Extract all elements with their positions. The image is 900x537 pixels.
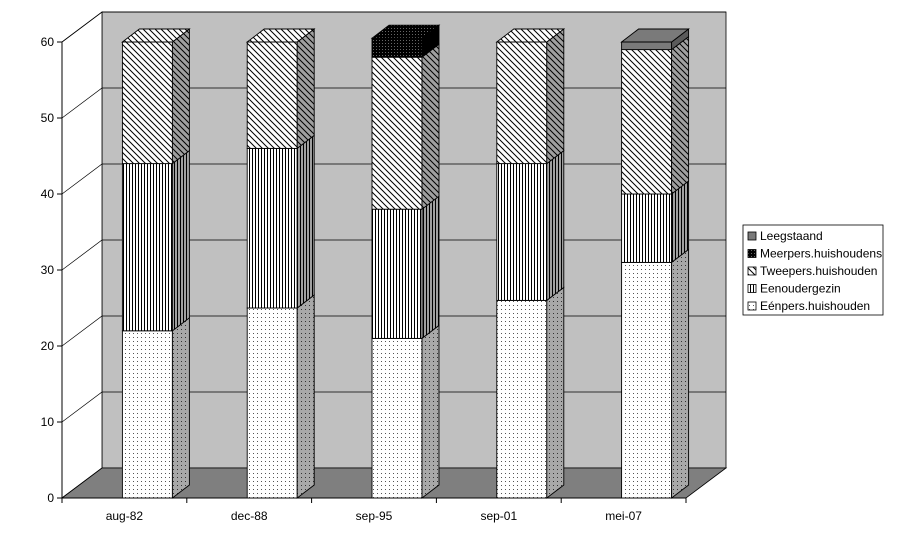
bar-side	[296, 294, 315, 499]
bar	[621, 49, 673, 195]
bar-top	[121, 28, 191, 43]
y-tick-label: 50	[41, 111, 55, 125]
bar-stack	[495, 28, 566, 499]
bar-side	[421, 195, 440, 340]
y-tick-label: 40	[41, 187, 55, 201]
bar-top	[245, 28, 316, 43]
legend-swatch	[747, 301, 757, 311]
legend-swatch	[747, 266, 757, 276]
bar	[121, 163, 173, 332]
bar	[496, 299, 548, 499]
bar-side	[171, 149, 190, 332]
bar	[246, 147, 298, 309]
bar-side	[546, 28, 565, 165]
bar	[496, 41, 548, 165]
bar	[621, 261, 673, 499]
bar-side	[671, 180, 690, 264]
legend-label: Eenoudergezin	[760, 282, 841, 296]
bar-side	[296, 28, 315, 150]
x-tick-label: sep-95	[356, 509, 393, 523]
bar-side	[421, 324, 440, 499]
x-tick-label: mei-07	[605, 509, 642, 523]
bar	[371, 337, 423, 499]
bar	[246, 41, 298, 149]
bar-side	[546, 149, 565, 302]
gridline	[61, 11, 726, 43]
bar-top	[620, 28, 690, 43]
legend-swatch	[747, 231, 757, 241]
legend-label: Leegstaand	[760, 229, 823, 243]
bar-side	[171, 316, 190, 499]
bar-stack	[620, 28, 690, 499]
bar-side	[671, 248, 690, 499]
y-tick-label: 0	[47, 491, 54, 505]
bar-side	[296, 134, 315, 309]
bar-side	[546, 286, 565, 499]
bar	[621, 41, 673, 51]
bar	[371, 56, 423, 210]
bar-side	[421, 43, 440, 211]
legend-label: Tweepers.huishouden	[760, 264, 877, 278]
bar-top	[370, 24, 441, 39]
y-tick-label: 30	[41, 263, 55, 277]
bar	[371, 37, 423, 58]
bar	[246, 307, 298, 499]
bar-stack	[121, 28, 191, 499]
bar-side	[671, 35, 690, 195]
bar-stack	[370, 24, 441, 499]
bar	[371, 208, 423, 339]
y-tick-label: 10	[41, 415, 55, 429]
x-tick-label: aug-82	[106, 509, 144, 523]
y-tick-label: 20	[41, 339, 55, 353]
bar-side	[171, 28, 190, 165]
bar	[121, 41, 173, 165]
legend-swatch	[747, 249, 757, 258]
y-tick-label: 60	[41, 35, 55, 49]
bar	[621, 193, 673, 263]
bar	[496, 163, 548, 301]
legend-swatch	[747, 284, 757, 293]
legend-label: Eénpers.huishouden	[760, 299, 870, 313]
legend-label: Meerpers.huishoudens	[760, 247, 882, 261]
bar-stack	[245, 28, 316, 499]
legend-box	[742, 224, 884, 316]
x-tick-label: dec-88	[231, 509, 268, 523]
bar-top	[495, 28, 566, 43]
x-tick-label: sep-01	[480, 509, 517, 523]
bar	[121, 330, 173, 499]
